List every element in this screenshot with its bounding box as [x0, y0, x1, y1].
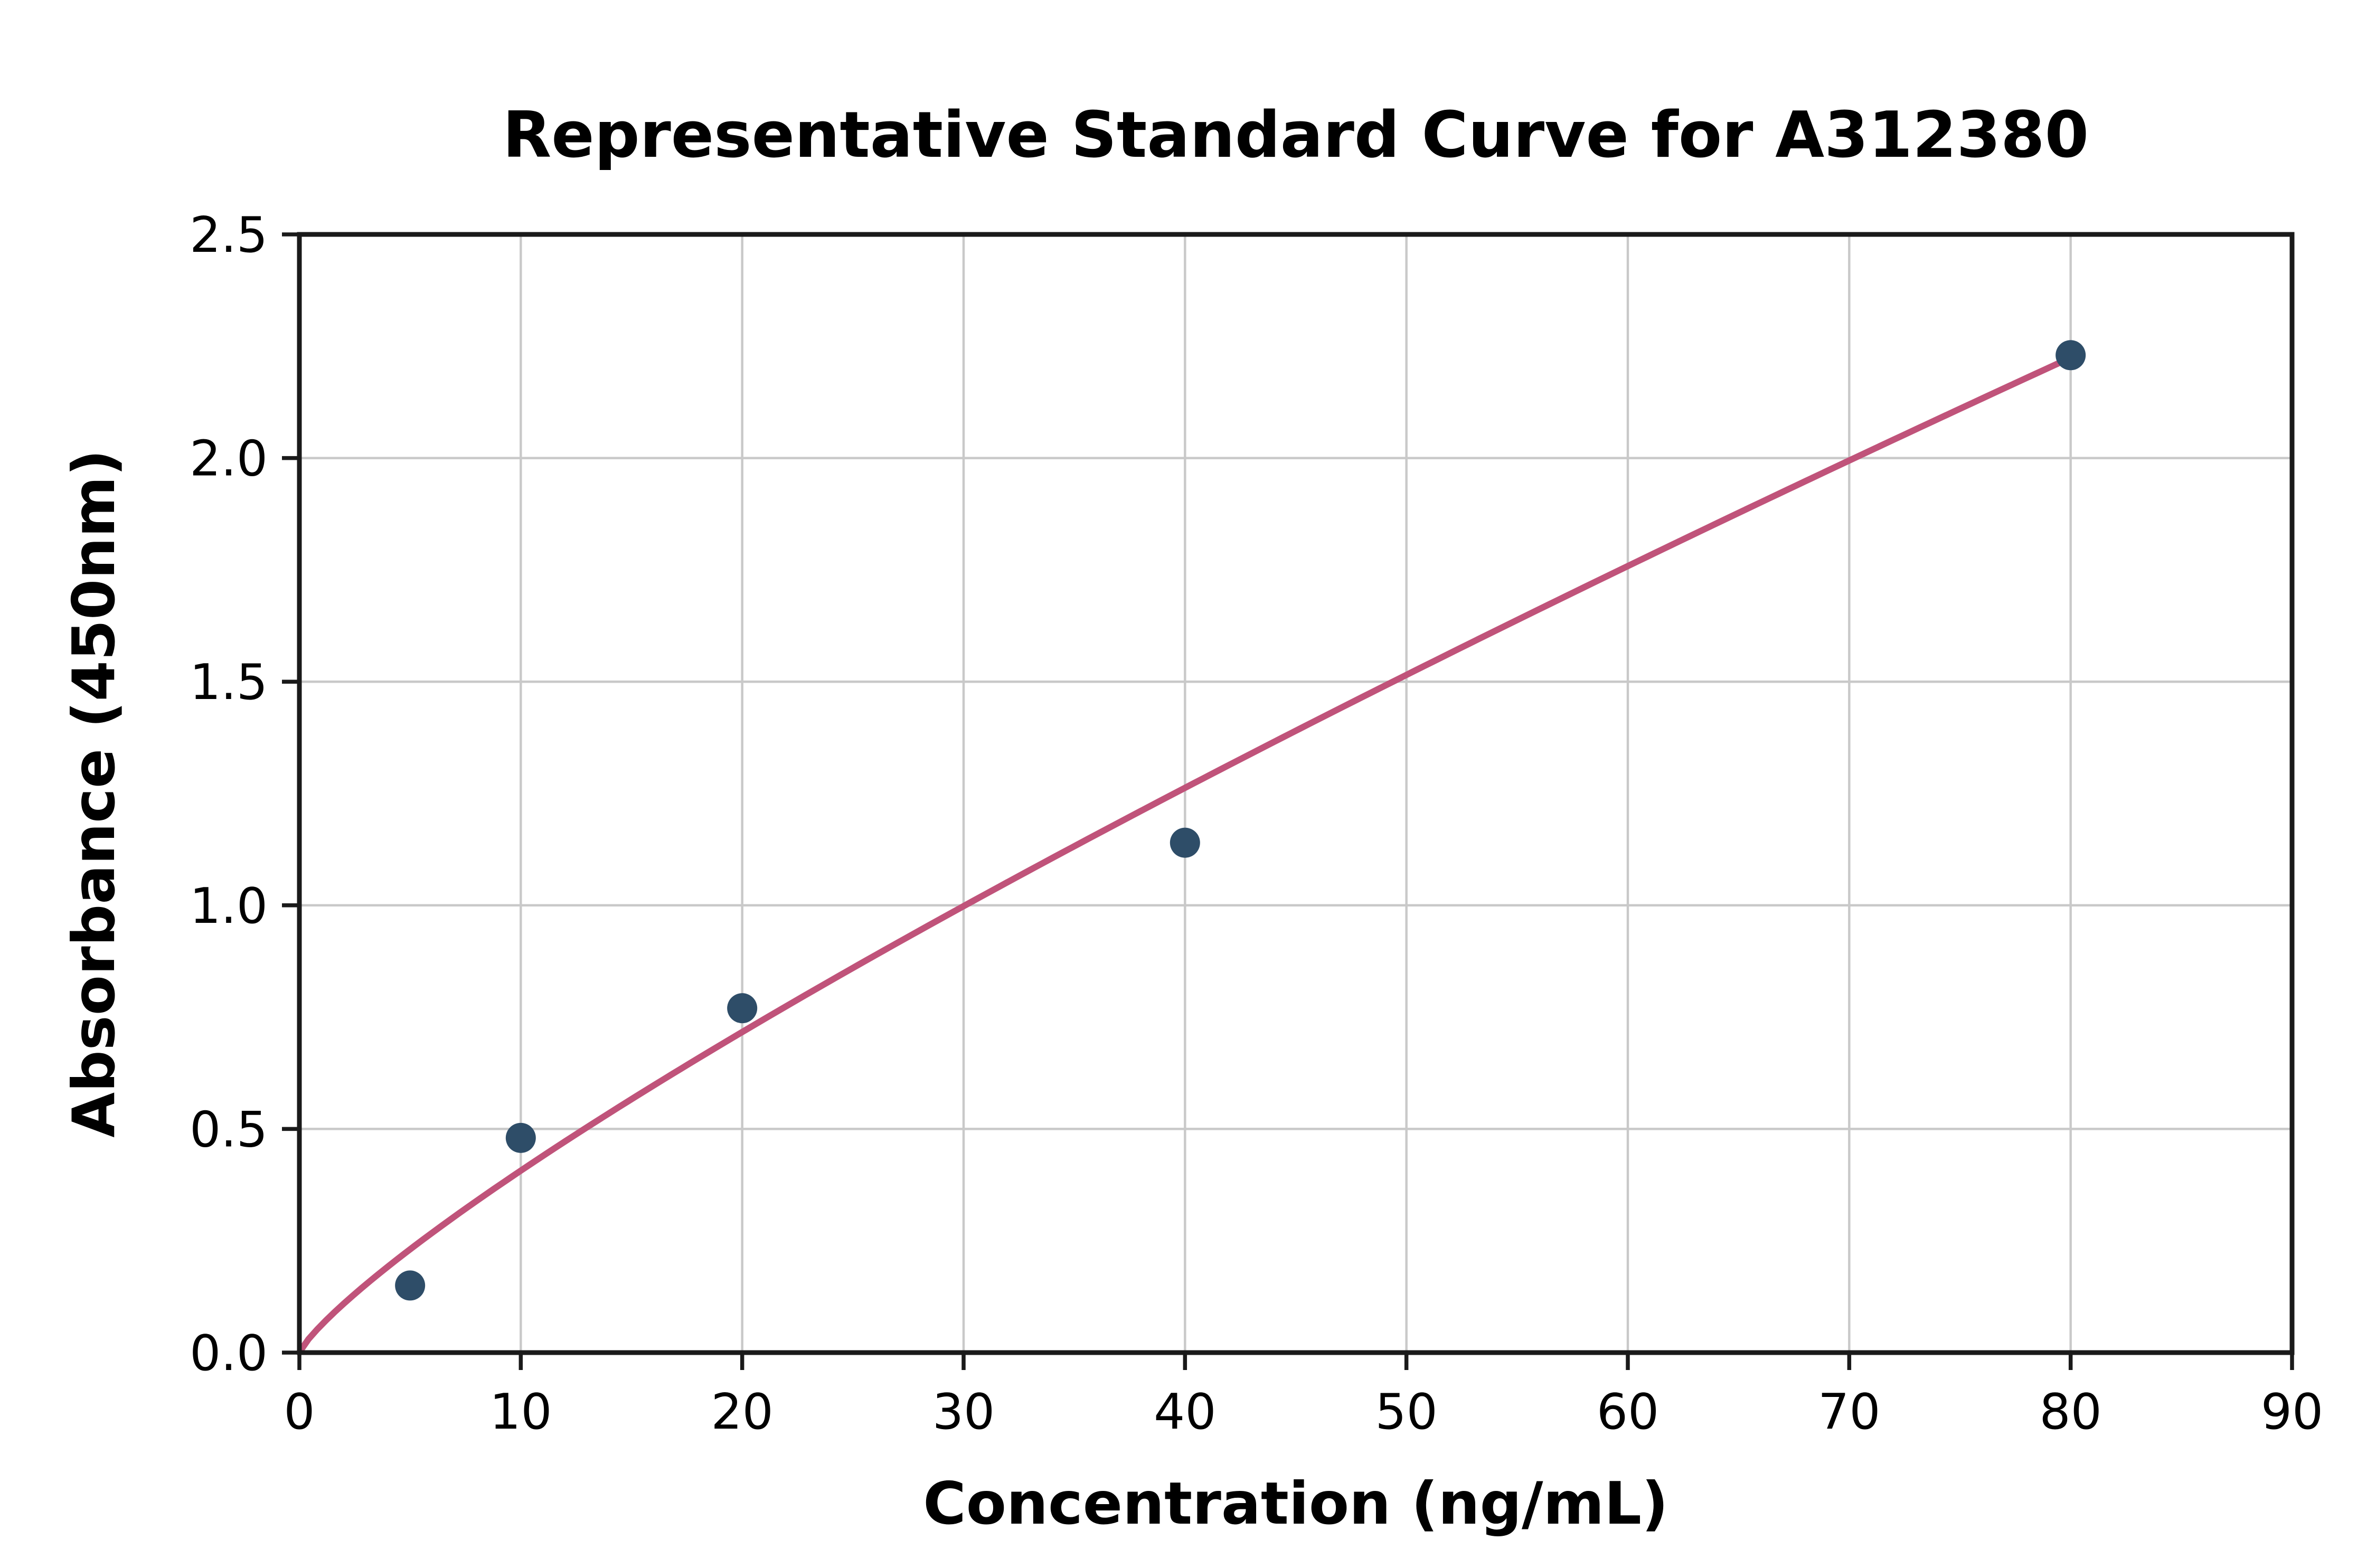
axis-spine	[297, 232, 2295, 1355]
x-tick-label: 30	[932, 1383, 995, 1440]
data-point	[395, 1270, 426, 1301]
data-point	[2056, 340, 2086, 371]
data-layer	[296, 340, 2086, 1355]
y-tick-label: 2.0	[190, 430, 268, 487]
y-tick-label: 0.5	[190, 1101, 268, 1158]
x-tick-label: 10	[489, 1383, 552, 1440]
x-tick-label: 20	[711, 1383, 773, 1440]
x-axis-label: Concentration (ng/mL)	[923, 1470, 1668, 1538]
x-tick-label: 70	[1818, 1383, 1880, 1440]
y-tick-label: 1.5	[190, 654, 268, 711]
grid-layer	[298, 233, 2294, 1354]
y-tick-label: 2.5	[190, 206, 268, 263]
y-tick-label: 0.0	[190, 1325, 268, 1382]
chart-title: Representative Standard Curve for A31238…	[503, 99, 2089, 172]
data-point	[727, 993, 758, 1024]
x-tick-label: 60	[1597, 1383, 1659, 1440]
tick-label-layer: 0 10 20 30 40 50 60 70 80 90 0.0 0.5 1.0 1.5 2.0 2.5	[190, 206, 2323, 1440]
y-tick-label: 1.0	[190, 877, 268, 934]
x-tick-label: 40	[1154, 1383, 1216, 1440]
x-tick-label: 50	[1375, 1383, 1437, 1440]
y-axis-label: Absorbance (450nm)	[60, 449, 128, 1137]
data-point	[1170, 827, 1200, 858]
data-point	[505, 1122, 536, 1153]
axis-layer	[282, 232, 2295, 1370]
trend-line	[296, 354, 2074, 1355]
x-tick-label: 0	[284, 1383, 315, 1440]
x-tick-label: 80	[2039, 1383, 2101, 1440]
x-tick-label: 90	[2261, 1383, 2323, 1440]
